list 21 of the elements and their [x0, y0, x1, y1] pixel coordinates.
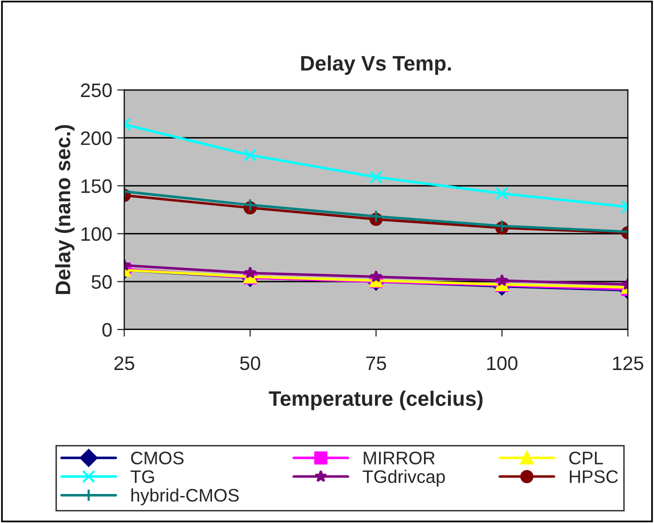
x-tick-label: 100 — [487, 356, 518, 370]
x-tick-label: 125 — [613, 356, 644, 370]
y-tick-label: 50 — [92, 275, 112, 289]
x-tick-label: 50 — [240, 356, 260, 370]
y-axis-title: Delay (nano sec.) — [55, 125, 74, 294]
y-tick-label: 250 — [80, 83, 112, 98]
legend-label: CPL — [569, 452, 603, 464]
x-axis-title: Temperature (celcius) — [268, 390, 483, 410]
y-tick-label: 100 — [82, 227, 112, 241]
legend-label: hybrid-CMOS — [131, 488, 239, 506]
legend-label: MIRROR — [364, 452, 435, 464]
x-tick-label: 75 — [366, 356, 386, 370]
x-tick-label: 25 — [114, 356, 134, 370]
legend-label: HPSC — [570, 470, 618, 484]
legend-label: CMOS — [131, 452, 184, 464]
legend-label: TG — [130, 470, 154, 484]
y-tick-label: 0 — [102, 322, 112, 337]
y-tick-label: 200 — [80, 131, 112, 146]
y-tick-label: 150 — [82, 179, 112, 194]
legend-label: TGdrivcap — [362, 470, 445, 487]
chart-title: Delay Vs Temp. — [301, 55, 451, 75]
